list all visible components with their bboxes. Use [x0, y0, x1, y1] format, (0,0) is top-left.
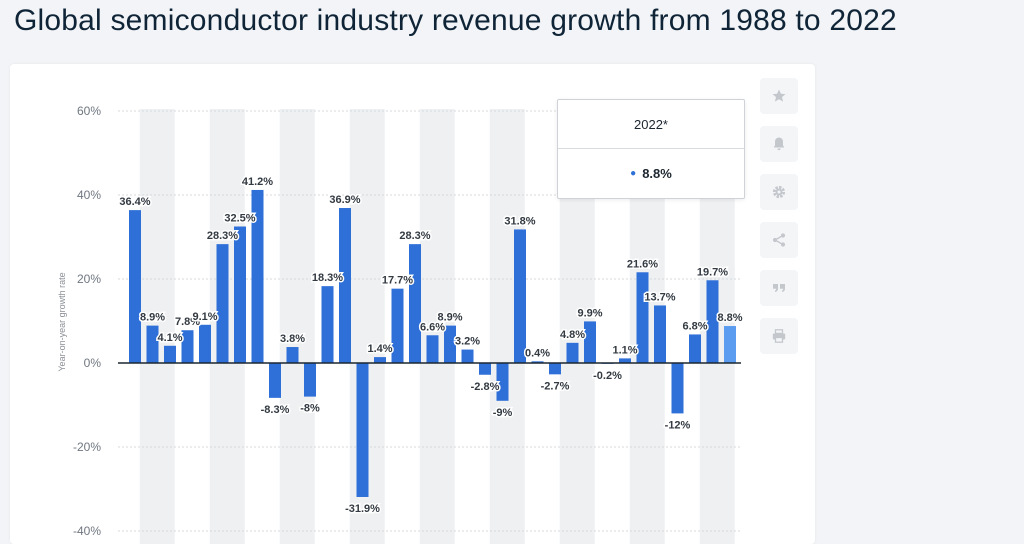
chart-toolbar [760, 78, 800, 366]
bar [199, 324, 211, 363]
bar [146, 325, 159, 363]
bar [549, 363, 561, 375]
bar [461, 349, 474, 363]
data-label: 4.1% [157, 332, 182, 344]
bar [286, 347, 299, 363]
bar [129, 210, 141, 363]
bar [321, 286, 334, 363]
gear-icon [772, 185, 786, 199]
favorite-button[interactable] [760, 78, 798, 114]
data-label: -2.8% [471, 381, 500, 393]
bar [164, 345, 176, 363]
data-label: 6.6% [420, 321, 445, 333]
cite-button[interactable] [760, 270, 798, 306]
tooltip-year: 2022* [558, 100, 744, 149]
bar [689, 334, 701, 363]
data-label: 7.8% [175, 316, 200, 328]
data-label: 31.8% [504, 215, 535, 227]
bell-icon [773, 137, 785, 151]
y-tick-label: 60% [77, 104, 101, 118]
bar [409, 244, 421, 363]
y-tick-label: 20% [77, 272, 101, 286]
data-label: 0.4% [525, 347, 550, 359]
data-label: -8.3% [261, 404, 290, 416]
bar [269, 363, 281, 398]
star-icon [772, 89, 786, 102]
bar [584, 321, 596, 363]
bar [636, 272, 649, 363]
bar [181, 330, 194, 363]
bar [251, 189, 264, 363]
bar [444, 325, 456, 363]
bar [671, 363, 684, 414]
data-label: -9% [493, 407, 513, 419]
data-label: 36.4% [119, 196, 150, 208]
data-label: -12% [665, 419, 691, 431]
data-label: 13.7% [644, 291, 675, 303]
data-label: 6.8% [682, 320, 707, 332]
quote-icon [773, 284, 785, 292]
data-label: 28.3% [399, 230, 430, 242]
bar [514, 229, 526, 363]
tooltip-value-row: ● 8.8% [558, 149, 744, 198]
data-label: 41.2% [242, 176, 273, 188]
data-label: 9.1% [192, 311, 217, 323]
bar [391, 288, 404, 363]
settings-button[interactable] [760, 174, 798, 210]
series-dot-icon: ● [630, 168, 637, 179]
y-tick-label: -40% [73, 524, 101, 538]
print-button[interactable] [760, 318, 798, 354]
data-label: 8.9% [140, 312, 165, 324]
y-tick-label: -20% [73, 440, 101, 454]
data-label: 28.3% [207, 230, 238, 242]
data-label: 3.2% [455, 336, 480, 348]
data-label: 9.9% [577, 307, 602, 319]
data-label: 1.4% [367, 343, 392, 355]
bar [531, 361, 544, 363]
data-label: -31.9% [345, 503, 380, 515]
data-label: 8.8% [717, 312, 742, 324]
y-axis-label: Year-on-year growth rate [57, 272, 67, 372]
data-label: 19.7% [697, 266, 728, 278]
data-label: 32.5% [224, 213, 255, 225]
bar [234, 226, 246, 363]
bar [566, 342, 579, 363]
bar [374, 357, 386, 363]
bar [706, 280, 719, 363]
y-tick-label: 0% [84, 356, 102, 370]
share-icon [772, 233, 786, 247]
bar-chart: 60% 40% 20% 0% -20% -40% 36.4% 8.9% 4.1% 7.8%9.1%… [73, 104, 744, 544]
data-label: 36.9% [329, 194, 360, 206]
page-title: Global semiconductor industry revenue gr… [14, 4, 897, 37]
share-button[interactable] [760, 222, 798, 258]
bar [339, 208, 351, 363]
data-label: 18.3% [312, 272, 343, 284]
bar [304, 363, 316, 397]
bar [654, 305, 666, 363]
bar [619, 358, 631, 363]
data-label: -2.7% [541, 380, 570, 392]
notification-button[interactable] [760, 126, 798, 162]
data-label: 17.7% [382, 275, 413, 287]
data-label: -8% [300, 403, 320, 415]
data-label: 4.8% [560, 329, 585, 341]
data-label: 3.8% [280, 333, 305, 345]
data-label: 21.6% [627, 258, 658, 270]
data-label: 1.1% [612, 344, 637, 356]
bar [496, 363, 509, 401]
bar [216, 244, 229, 363]
bar [479, 363, 491, 375]
print-icon [772, 329, 786, 343]
y-tick-label: 40% [77, 188, 101, 202]
data-label: -0.2% [593, 370, 622, 382]
bar [426, 335, 439, 363]
data-label: 8.9% [437, 312, 462, 324]
bar [356, 363, 369, 497]
background-band [279, 109, 315, 544]
bar [724, 326, 736, 363]
tooltip-value: 8.8% [642, 166, 672, 181]
chart-tooltip: 2022* ● 8.8% [557, 99, 745, 199]
